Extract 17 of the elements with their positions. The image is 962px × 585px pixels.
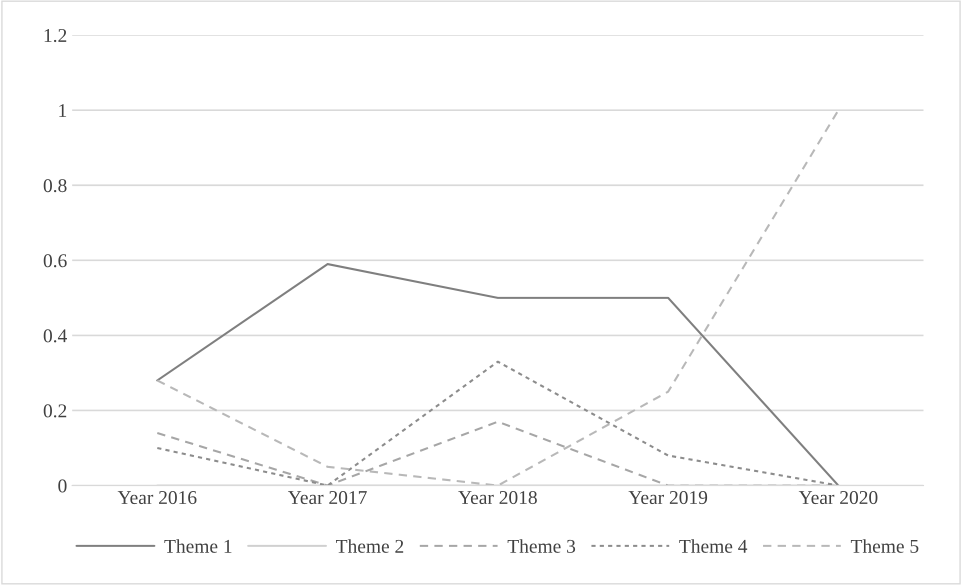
legend-label: Theme 2	[336, 539, 404, 553]
x-tick-label: Year 2019	[628, 490, 708, 504]
x-tick-label: Year 2016	[118, 490, 196, 504]
y-tick-label: 0.6	[44, 254, 67, 268]
legend-label: Theme 1	[164, 539, 232, 553]
y-tick-label: 0.8	[44, 179, 67, 192]
y-tick-label: 0	[58, 479, 67, 492]
y-tick-label: 0.2	[44, 404, 66, 418]
x-tick-label: Year 2017	[288, 490, 367, 504]
legend-label: Theme 3	[508, 539, 576, 553]
y-tick-label: 1	[59, 104, 66, 117]
x-tick-label: Year 2020	[798, 490, 878, 504]
y-tick-label: 1.2	[44, 28, 66, 42]
legend-label: Theme 4	[679, 539, 748, 553]
legend-label: Theme 5	[850, 539, 918, 553]
x-tick-label: Year 2018	[458, 490, 537, 504]
y-tick-label: 0.4	[44, 329, 67, 342]
